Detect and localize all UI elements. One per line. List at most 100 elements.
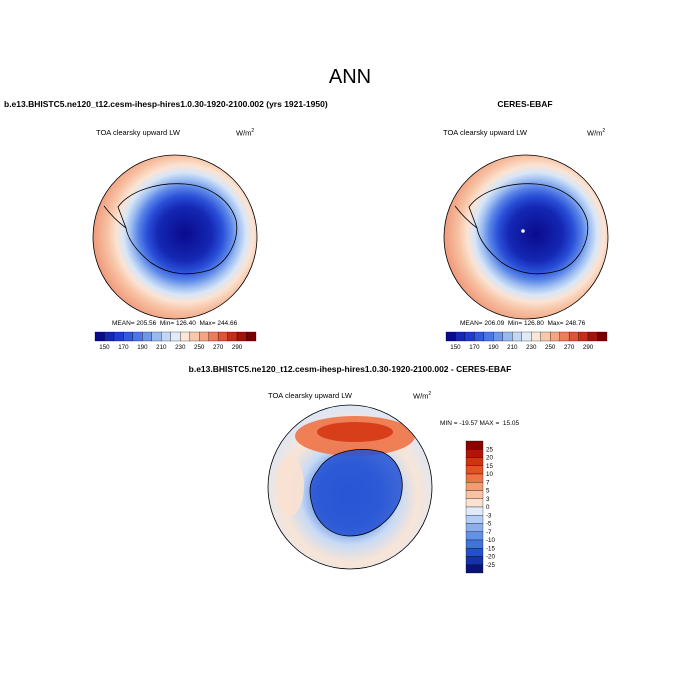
case-colorbar-tick-label: 190 — [137, 344, 148, 351]
diff-colorbar-tick-label: -25 — [486, 562, 496, 569]
diff-colorbar-tick-label: -15 — [486, 545, 496, 552]
ref-panel-title: CERES-EBAF — [497, 99, 553, 109]
diff-colorbar-swatch — [465, 515, 484, 524]
diff-colorbar-swatch — [465, 473, 484, 483]
diff-colorbar-tick-label: -20 — [486, 554, 496, 561]
case-coastline — [117, 183, 238, 275]
case-map — [92, 154, 258, 320]
case-colorbar-tick-label: 290 — [232, 344, 243, 351]
ref-colorbar-swatch — [550, 331, 560, 342]
ref-stats-label: MEAN= 206.09 Min= 126.80 Max= 248.76 — [460, 320, 586, 327]
ref-colorbar-swatch — [483, 331, 494, 342]
case-colorbar-swatch — [142, 331, 152, 342]
case-colorbar-swatch — [94, 331, 105, 342]
case-variable-label: TOA clearsky upward LW — [96, 128, 180, 137]
diff-colorbar-swatch — [465, 548, 484, 557]
case-colorbar-swatch — [189, 331, 200, 342]
diff-colorbar-swatch — [465, 539, 484, 549]
case-colorbar-swatch — [180, 331, 190, 342]
case-colorbar-tick-label: 150 — [99, 344, 110, 351]
case-colorbar-tick-label: 270 — [213, 344, 224, 351]
case-colorbar-swatch — [104, 331, 115, 342]
ref-colorbar-swatch — [445, 331, 456, 342]
diff-colorbar-tick-label: -7 — [486, 529, 492, 536]
case-colorbar-tick-label: 170 — [118, 344, 129, 351]
ref-colorbar-tick-label: 290 — [583, 344, 594, 351]
diff-units-label: W/m2 — [413, 391, 432, 401]
ref-colorbar-tick-label: 250 — [545, 344, 556, 351]
ref-units-label: W/m2 — [587, 128, 606, 138]
ref-colorbar-swatch — [474, 331, 485, 342]
ref-colorbar-swatch — [578, 331, 589, 342]
diff-colorbar-tick-label: 0 — [486, 504, 490, 511]
case-colorbar-swatch — [208, 331, 219, 342]
case-colorbar-swatch — [199, 331, 209, 342]
diff-panel-title: b.e13.BHISTC5.ne120_t12.cesm-ihesp-hires… — [188, 364, 512, 374]
ref-colorbar-swatch — [464, 331, 475, 342]
case-colorbar-swatch — [170, 331, 181, 342]
ref-colorbar-tick-label: 270 — [564, 344, 575, 351]
case-panel-title: b.e13.BHISTC5.ne120_t12.cesm-ihesp-hires… — [4, 99, 328, 109]
case-colorbar-swatch — [227, 331, 238, 342]
case-colorbar-swatch — [113, 331, 124, 342]
ref-colorbar-tick-label: 190 — [488, 344, 499, 351]
diff-colorbar-tick-label: 10 — [486, 471, 493, 478]
diff-colorbar-swatch — [465, 440, 484, 450]
ref-colorbar: 150 170 190 210 230 250 270 290 — [445, 331, 608, 351]
diff-colorbar-swatch — [465, 498, 484, 508]
case-colorbar-swatch — [151, 331, 162, 342]
ref-colorbar-swatch — [521, 331, 532, 342]
diff-colorbar-tick-label: 3 — [486, 496, 490, 503]
ref-colorbar-swatch — [531, 331, 541, 342]
ref-colorbar-swatch — [587, 331, 598, 342]
diff-colorbar-tick-label: -3 — [486, 512, 492, 519]
ref-colorbar-tick-label: 210 — [507, 344, 518, 351]
diff-colorbar-swatch — [465, 556, 484, 565]
diff-colorbar-swatch — [465, 564, 484, 574]
ref-variable-label: TOA clearsky upward LW — [443, 128, 527, 137]
ref-coastline — [468, 183, 589, 275]
diff-colorbar-swatch — [465, 457, 484, 466]
case-colorbar-swatch — [236, 331, 247, 342]
ref-colorbar-tick-label: 230 — [526, 344, 537, 351]
diff-colorbar-swatch — [465, 482, 484, 491]
ref-colorbar-swatch — [540, 331, 551, 342]
ref-colorbar-swatch — [512, 331, 522, 342]
ref-colorbar-swatch — [493, 331, 503, 342]
case-colorbar-tick-label: 250 — [194, 344, 205, 351]
ref-colorbar-swatch — [502, 331, 513, 342]
diff-colorbar-tick-label: 5 — [486, 488, 490, 495]
diff-map — [267, 404, 433, 570]
diff-stats-label: MIN = -19.57 MAX = 15.05 — [440, 420, 520, 427]
diff-variable-label: TOA clearsky upward LW — [268, 391, 352, 400]
ref-colorbar-tick-label: 170 — [469, 344, 480, 351]
case-colorbar-swatch — [217, 331, 228, 342]
case-colorbar-tick-label: 210 — [156, 344, 167, 351]
diff-colorbar-swatch — [465, 506, 484, 516]
case-colorbar: 150 170 190 210 230 250 270 290 — [94, 331, 257, 351]
ref-pole-dot — [521, 229, 525, 233]
diff-coastline — [309, 449, 403, 537]
diff-colorbar-tick-label: 25 — [486, 446, 493, 453]
ref-map — [443, 154, 609, 320]
diff-colorbar-tick-label: 15 — [486, 463, 493, 470]
diff-colorbar-tick-label: 20 — [486, 455, 493, 462]
diff-colorbar-swatch — [465, 465, 484, 475]
main-title: ANN — [328, 66, 372, 88]
diff-colorbar-swatch — [465, 490, 484, 499]
ref-colorbar-swatch — [597, 331, 608, 342]
case-colorbar-swatch — [123, 331, 134, 342]
ref-colorbar-swatch — [455, 331, 466, 342]
diff-colorbar-swatch — [465, 531, 484, 541]
case-units-label: W/m2 — [236, 128, 255, 138]
diff-colorbar-tick-label: 7 — [486, 479, 490, 486]
diff-colorbar-tick-label: -10 — [486, 537, 496, 544]
ref-colorbar-swatch — [559, 331, 570, 342]
case-colorbar-swatch — [161, 331, 171, 342]
diff-colorbar-swatch — [465, 449, 484, 458]
diff-colorbar-tick-label: -5 — [486, 521, 492, 528]
diff-colorbar-swatch — [465, 523, 484, 532]
ref-colorbar-swatch — [568, 331, 579, 342]
